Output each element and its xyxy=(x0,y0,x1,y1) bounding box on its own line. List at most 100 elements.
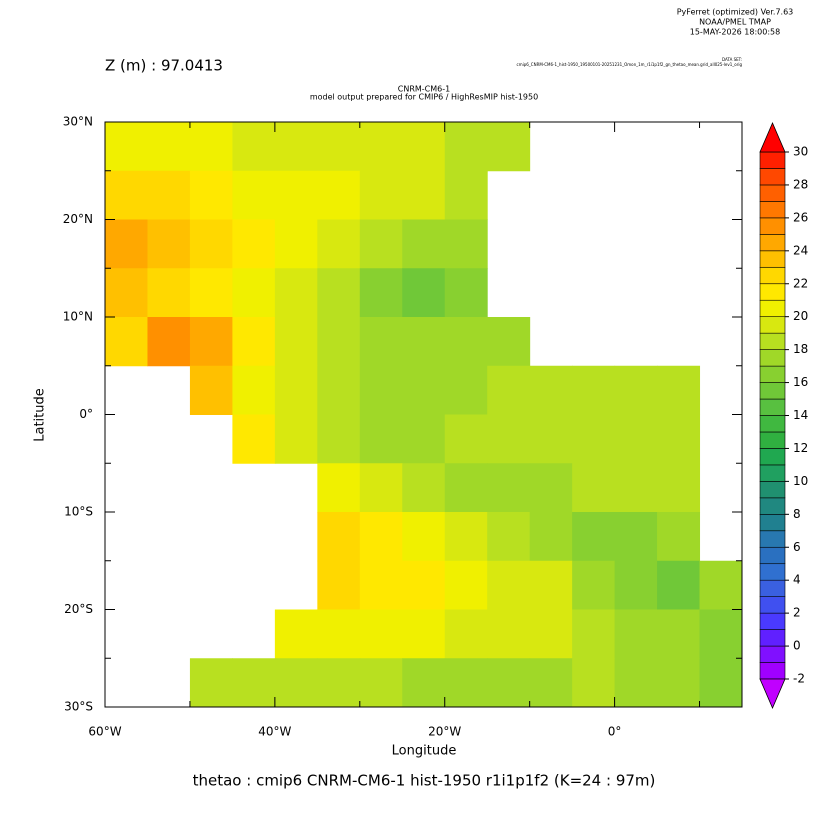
y-tick-label: 10°N xyxy=(63,310,93,324)
cell xyxy=(529,463,573,513)
cell xyxy=(657,414,701,464)
cell xyxy=(572,560,616,610)
cell xyxy=(274,170,318,220)
cell xyxy=(359,414,403,464)
cell xyxy=(487,414,531,464)
colorbar-band xyxy=(759,349,786,367)
cell xyxy=(359,560,403,610)
cell xyxy=(274,658,318,708)
cell xyxy=(274,414,318,464)
cell xyxy=(444,414,488,464)
cell xyxy=(614,658,658,708)
colorbar-band xyxy=(759,217,786,235)
cell xyxy=(359,658,403,708)
cell xyxy=(487,463,531,513)
cell xyxy=(444,317,488,367)
cell xyxy=(189,122,233,172)
cell xyxy=(105,317,148,367)
colorbar-tick-label: 12 xyxy=(793,441,808,455)
cell xyxy=(189,317,233,367)
cell xyxy=(402,365,446,415)
dataset-label: DATA SET: xyxy=(722,57,742,62)
cell xyxy=(614,365,658,415)
cell xyxy=(189,170,233,220)
cell xyxy=(487,658,531,708)
colorbar-band xyxy=(759,481,786,499)
cell xyxy=(105,268,148,318)
cell xyxy=(232,658,276,708)
x-axis-label: Longitude xyxy=(392,744,457,759)
cell xyxy=(317,658,361,708)
cell xyxy=(529,365,573,415)
cell xyxy=(317,219,361,269)
cell xyxy=(359,268,403,318)
colorbar-band xyxy=(759,184,786,202)
cell xyxy=(232,414,276,464)
cell xyxy=(274,365,318,415)
cell xyxy=(274,268,318,318)
colorbar-tick-label: 18 xyxy=(793,342,808,356)
cell xyxy=(317,463,361,513)
cell xyxy=(359,463,403,513)
y-tick-label: 30°N xyxy=(63,115,93,129)
dataset: cmip6_CNRM-CM6-1_hist-1950_19500101-2025… xyxy=(517,62,743,67)
cell xyxy=(444,219,488,269)
cell xyxy=(402,560,446,610)
colorbar-tick-label: -2 xyxy=(793,672,805,686)
x-tick-label: 0° xyxy=(608,725,622,739)
footer: thetao : cmip6 CNRM-CM6-1 hist-1950 r1i1… xyxy=(193,772,656,790)
colorbar-band xyxy=(759,382,786,400)
cell xyxy=(274,219,318,269)
cell xyxy=(359,219,403,269)
cell xyxy=(402,609,446,659)
cell xyxy=(657,609,701,659)
cell xyxy=(402,268,446,318)
colorbar-tick-label: 20 xyxy=(793,309,808,323)
cell xyxy=(147,122,191,172)
cell xyxy=(572,512,616,562)
y-tick-label: 30°S xyxy=(64,700,93,714)
cell xyxy=(105,219,148,269)
colorbar-band xyxy=(759,514,786,532)
cell xyxy=(105,122,148,172)
cell xyxy=(487,317,531,367)
colorbar-band xyxy=(759,266,786,285)
cell xyxy=(402,658,446,708)
colorbar-band xyxy=(759,332,786,350)
cell xyxy=(444,170,488,220)
cell xyxy=(529,414,573,464)
colorbar-band xyxy=(759,316,786,334)
colorbar-band xyxy=(759,612,786,630)
colorbar-band xyxy=(759,234,786,252)
cell xyxy=(402,317,446,367)
cell xyxy=(402,463,446,513)
cell xyxy=(189,365,233,415)
cell xyxy=(402,170,446,220)
colorbar-tick-label: 28 xyxy=(793,177,808,191)
colorbar-tick-label: 30 xyxy=(793,145,808,159)
colorbar-tick-label: 4 xyxy=(793,573,801,587)
cell xyxy=(317,560,361,610)
cell xyxy=(572,365,616,415)
colorbar-tick-label: 14 xyxy=(793,408,808,422)
colorbar-band xyxy=(759,530,786,548)
cell xyxy=(232,170,276,220)
cell xyxy=(529,560,573,610)
y-axis-label: Latitude xyxy=(33,388,48,442)
colorbar-band xyxy=(759,645,786,663)
cell xyxy=(614,414,658,464)
colorbar-band xyxy=(759,662,786,680)
cell xyxy=(529,512,573,562)
y-tick-label: 20°N xyxy=(63,212,93,226)
header-line: PyFerret (optimized) Ver.7.63 xyxy=(677,8,794,17)
cell xyxy=(317,414,361,464)
x-tick-label: 40°W xyxy=(258,725,291,739)
colorbar-band xyxy=(759,497,786,515)
cell xyxy=(699,560,743,610)
cell xyxy=(317,365,361,415)
colorbar-band xyxy=(759,398,786,416)
cell xyxy=(189,658,233,708)
cell xyxy=(444,560,488,610)
cell xyxy=(317,317,361,367)
